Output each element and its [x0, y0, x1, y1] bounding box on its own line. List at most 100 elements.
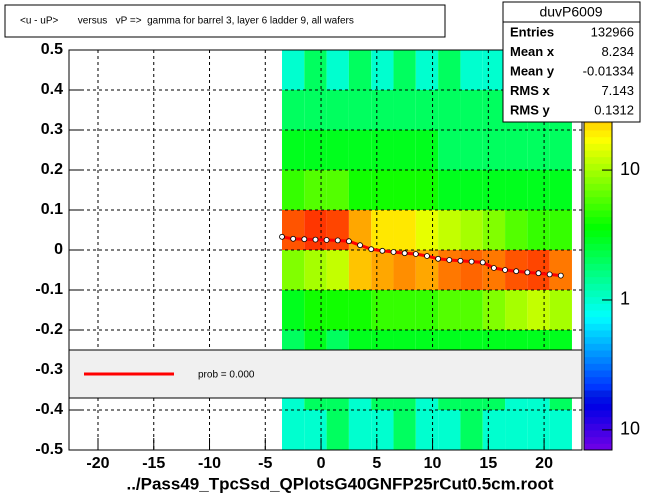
- x-tick-label: -5: [258, 455, 272, 472]
- stats-name: duvP6009: [539, 4, 602, 20]
- profile-point: [368, 246, 375, 253]
- palette-strip: [584, 256, 612, 264]
- palette-strip: [584, 343, 612, 351]
- heat-cell: [438, 410, 461, 450]
- heat-cell: [482, 210, 506, 250]
- profile-point: [435, 255, 442, 262]
- heat-cell: [326, 210, 349, 250]
- profile-point: [490, 265, 497, 271]
- heat-cell: [415, 210, 439, 250]
- heat-cell: [393, 210, 416, 250]
- y-tick-label: -0.5: [35, 441, 63, 458]
- palette-strip: [584, 356, 612, 364]
- palette-strip: [584, 163, 612, 171]
- palette-strip: [584, 223, 612, 231]
- profile-point: [546, 271, 553, 278]
- heat-cell: [438, 170, 461, 210]
- heat-cell: [348, 290, 372, 330]
- heat-cell: [505, 210, 528, 250]
- stats-value: 8.234: [601, 44, 634, 59]
- palette-strip: [584, 316, 612, 324]
- x-tick-label: 10: [424, 455, 442, 472]
- heat-cell: [282, 170, 305, 210]
- heat-cell: [371, 50, 394, 90]
- palette-strip: [584, 436, 612, 444]
- heat-cell: [326, 410, 349, 450]
- heat-cell: [505, 410, 528, 450]
- y-tick-label: 0.1: [41, 201, 63, 218]
- stats-value: 132966: [591, 24, 634, 39]
- heat-cell: [371, 90, 394, 130]
- heat-cell: [304, 170, 327, 210]
- palette-strip: [584, 210, 612, 218]
- y-tick-label: 0.4: [41, 81, 63, 98]
- profile-point: [290, 235, 297, 242]
- heat-cell: [438, 130, 461, 170]
- heat-cell: [415, 130, 439, 170]
- stats-key: RMS y: [510, 102, 551, 117]
- heat-cell: [393, 50, 416, 90]
- palette-strip: [584, 330, 612, 338]
- heat-cell: [415, 90, 439, 130]
- profile-point: [479, 259, 486, 266]
- heat-cell: [282, 410, 305, 450]
- heat-cell: [482, 410, 506, 450]
- heat-cell: [326, 170, 349, 210]
- profile-point: [357, 242, 363, 249]
- palette-strip: [584, 150, 612, 158]
- heat-cell: [527, 410, 550, 450]
- palette-strip: [584, 243, 612, 251]
- heat-cell: [304, 130, 327, 170]
- profile-point: [401, 250, 408, 257]
- z-tick-label: 10: [620, 419, 640, 439]
- y-tick-label: 0.3: [41, 121, 63, 138]
- heat-cell: [549, 250, 572, 290]
- heat-cell: [282, 210, 305, 250]
- palette-strip: [584, 236, 612, 244]
- palette-strip: [584, 303, 612, 311]
- heat-cell: [438, 90, 461, 130]
- palette-strip: [584, 230, 612, 238]
- palette-strip: [584, 250, 612, 258]
- heat-cell: [348, 410, 372, 450]
- heat-cell: [549, 410, 572, 450]
- profile-point: [468, 258, 475, 265]
- heat-cell: [438, 210, 461, 250]
- y-tick-label: -0.4: [35, 401, 63, 418]
- profile-point: [502, 267, 508, 273]
- heat-cell: [348, 90, 372, 130]
- palette-strip: [584, 170, 612, 178]
- z-tick-label: 10: [620, 159, 640, 179]
- heat-cell: [304, 210, 327, 250]
- heat-cell: [371, 290, 394, 330]
- profile-point: [513, 268, 520, 275]
- palette-strip: [584, 370, 612, 378]
- y-tick-label: -0.3: [35, 361, 63, 378]
- heat-cell: [304, 90, 327, 130]
- profile-point: [301, 236, 308, 243]
- palette-strip: [584, 323, 612, 331]
- frame-border: [68, 49, 583, 451]
- heat-cell: [326, 290, 349, 330]
- palette-strip: [584, 270, 612, 278]
- x-axis-label: ../Pass49_TpcSsd_QPlotsG40GNFP25rCut0.5c…: [126, 474, 553, 493]
- palette-strip: [584, 290, 612, 298]
- heat-cell: [505, 290, 528, 330]
- profile-point: [390, 249, 397, 255]
- heat-cell: [304, 50, 327, 90]
- stats-value: 7.143: [601, 83, 634, 98]
- heat-cell: [393, 250, 416, 290]
- heat-cell: [326, 130, 349, 170]
- palette-strip: [584, 443, 612, 451]
- legend-label: prob = 0.000: [198, 370, 255, 381]
- heat-cell: [527, 130, 550, 170]
- heat-cell: [393, 170, 416, 210]
- x-tick-label: 5: [372, 455, 381, 472]
- heat-cell: [326, 50, 349, 90]
- heat-cell: [304, 250, 327, 290]
- heat-cell: [505, 170, 528, 210]
- heat-cell: [415, 170, 439, 210]
- heat-cell: [438, 50, 461, 90]
- stats-key: Entries: [510, 24, 554, 39]
- palette-strip: [584, 376, 612, 384]
